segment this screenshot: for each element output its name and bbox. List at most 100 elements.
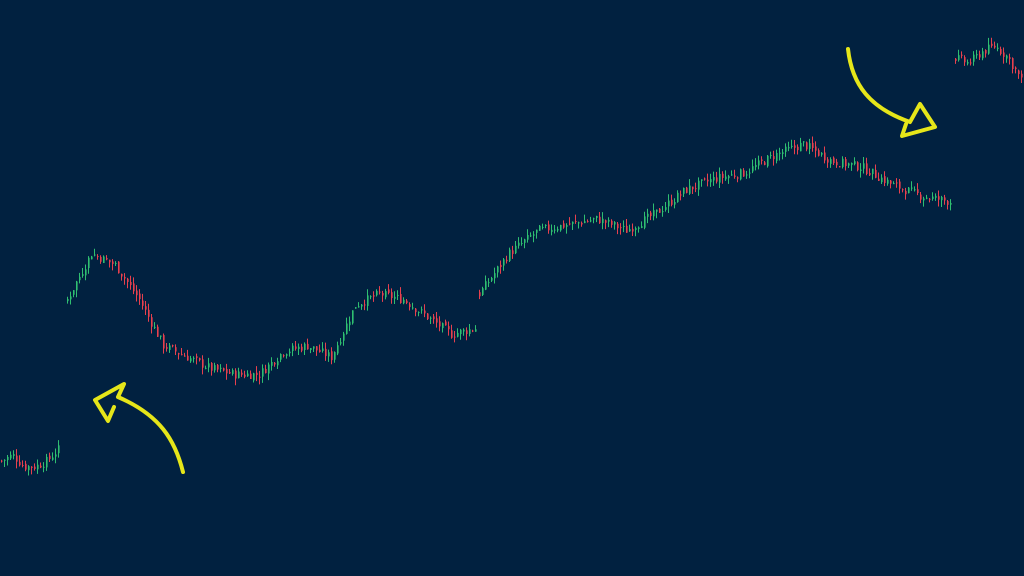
candle-body — [301, 346, 303, 351]
candle-body — [908, 187, 910, 194]
candle-body — [608, 219, 610, 222]
candle-body — [518, 242, 520, 246]
candle-body — [737, 177, 739, 179]
candle-body — [247, 373, 249, 377]
candle-body — [794, 145, 796, 148]
candle-body — [16, 455, 18, 462]
candle-body — [893, 183, 895, 185]
candle-body — [52, 457, 54, 460]
candle-body — [563, 223, 565, 228]
candle-body — [653, 210, 655, 217]
candle-body — [935, 195, 937, 198]
candle-body — [542, 226, 544, 228]
candle-body — [103, 256, 105, 264]
candle-body — [445, 321, 447, 326]
candle-body — [976, 54, 978, 56]
candle-body — [590, 220, 592, 222]
candle-body — [991, 43, 993, 46]
candle-body — [1009, 57, 1011, 59]
candle-body — [49, 455, 51, 459]
candle-body — [160, 335, 162, 337]
candle-body — [926, 197, 928, 199]
candle-body — [713, 177, 715, 181]
candle-body — [145, 306, 147, 310]
candle-body — [800, 142, 802, 152]
candle-body — [773, 156, 775, 160]
candle-body — [539, 225, 541, 231]
candle-body — [376, 290, 378, 296]
candle-body — [331, 351, 333, 361]
candle-body — [217, 364, 219, 370]
candle-body — [575, 221, 577, 223]
candle-body — [512, 250, 514, 254]
candle-body — [572, 221, 574, 224]
candle-body — [298, 346, 300, 350]
candle-body — [557, 229, 559, 231]
candle-body — [707, 179, 709, 182]
candle-body — [497, 266, 499, 273]
candle-body — [554, 229, 556, 231]
candle-body — [776, 152, 778, 161]
candle-body — [560, 224, 562, 231]
candle-body — [1015, 67, 1017, 70]
candle-body — [503, 259, 505, 266]
candle-body — [860, 169, 862, 171]
candle-body — [265, 368, 267, 374]
candle-body — [941, 197, 943, 201]
candle-body — [623, 225, 625, 227]
candle-body — [466, 330, 468, 334]
candle-body — [193, 357, 195, 359]
candle-body — [142, 300, 144, 306]
candle-body — [770, 155, 772, 157]
candle-body — [55, 454, 57, 457]
candle-body — [836, 161, 838, 166]
candle-body — [412, 307, 414, 309]
candle-body — [199, 358, 201, 361]
candle-body — [581, 222, 583, 225]
candle-body — [202, 359, 204, 368]
candle-body — [809, 143, 811, 149]
candle-body — [779, 152, 781, 155]
candle-body — [25, 463, 27, 470]
candle-body — [109, 259, 111, 263]
candle-body — [659, 208, 661, 213]
candle-body — [10, 454, 12, 459]
candle-body — [46, 456, 48, 468]
candle-body — [961, 54, 963, 56]
candle-body — [328, 352, 330, 357]
candle-body — [382, 293, 384, 296]
candle-body — [617, 223, 619, 229]
candle-body — [97, 256, 99, 258]
candle-body — [578, 222, 580, 224]
candle-body — [716, 177, 718, 182]
candle-body — [250, 373, 252, 380]
candle-body — [448, 326, 450, 330]
candle-body — [863, 163, 865, 169]
candle-body — [106, 257, 108, 260]
candle-body — [7, 456, 9, 461]
candle-body — [887, 179, 889, 184]
candle-body — [551, 229, 553, 232]
candle-body — [1006, 55, 1008, 59]
candle-body — [133, 283, 135, 292]
candle-body — [280, 353, 282, 360]
candle-body — [124, 276, 126, 279]
candle-body — [253, 373, 255, 381]
candle-body — [94, 254, 96, 256]
candle-body — [833, 157, 835, 164]
candle-body — [680, 194, 682, 196]
candle-body — [115, 262, 117, 264]
candle-body — [970, 62, 972, 64]
candle-body — [620, 227, 622, 229]
candle-body — [806, 142, 808, 150]
candle-body — [767, 155, 769, 167]
candle-body — [169, 345, 171, 350]
candle-body — [82, 274, 84, 276]
candle-body — [13, 454, 15, 456]
candle-body — [884, 176, 886, 184]
candle-body — [235, 370, 237, 379]
candle-body — [415, 308, 417, 313]
candle-body — [121, 273, 123, 277]
candle-body — [602, 218, 604, 224]
candle-body — [208, 363, 210, 368]
